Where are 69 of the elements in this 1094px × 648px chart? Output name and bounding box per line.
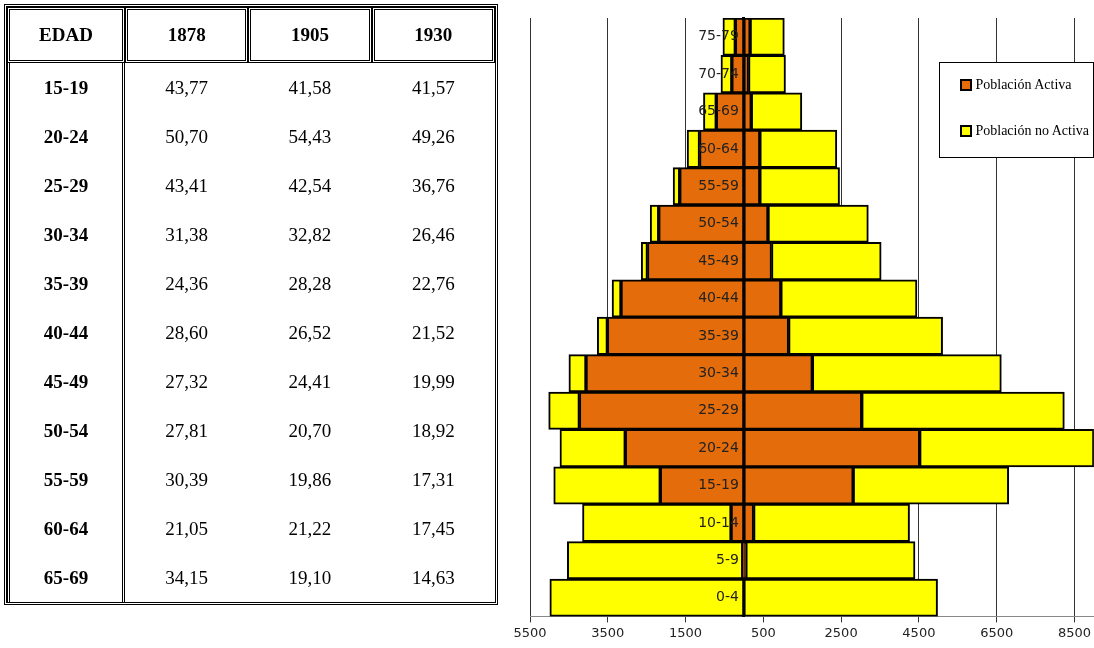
data-label: 18,92 [371,406,495,455]
x-tick-label: 5500 [513,624,547,640]
data-label: 30,39 [125,455,249,504]
legend-label: Población no Activa [975,123,1089,139]
data-label: 17,45 [371,504,495,553]
y-tick-label: 30-34 [7,210,125,259]
data-label: 31,38 [125,210,249,259]
data-label: 19,10 [248,553,372,602]
y-tick-label: 50-54 [698,214,739,231]
data-label: 22,76 [371,259,495,308]
data-label: 20,70 [248,406,372,455]
x-tick-label: 4500 [902,624,936,640]
data-label: 19,99 [371,357,495,406]
data-label: 32,82 [248,210,372,259]
y-tick-label: 15-19 [698,476,739,493]
x-tick-label: 1905 [248,7,372,63]
y-tick-label: 30-34 [698,363,739,380]
data-label: 24,36 [125,259,249,308]
x-tick-label: 6500 [980,624,1014,640]
x-tick-label: 2500 [824,624,858,640]
y-tick-label: 20-24 [698,438,739,455]
y-tick-label: 55-59 [698,176,739,193]
y-tick-label: 35-39 [7,259,125,308]
data-label: 26,46 [371,210,495,259]
data-label: 19,86 [248,455,372,504]
y-tick-label: 35-39 [698,326,739,343]
y-tick-label: 0-4 [716,588,739,605]
y-axis-title: EDAD [7,7,125,63]
x-tick-label: 1878 [125,7,249,63]
y-tick-label: 65-69 [7,553,125,602]
data-label: 24,41 [248,357,372,406]
x-tick-label: 8500 [1057,624,1091,640]
y-tick-label: 20-24 [7,112,125,161]
x-tick-label: 3500 [591,624,625,640]
data-label: 41,58 [248,63,372,112]
data-label: 27,81 [125,406,249,455]
data-label: 54,43 [248,112,372,161]
data-label: 28,60 [125,308,249,357]
data-label: 50,70 [125,112,249,161]
data-label: 42,54 [248,161,372,210]
x-tick-label: 1930 [371,7,495,63]
legend-label: Población Activa [975,77,1072,93]
data-label: 26,52 [248,308,372,357]
y-tick-label: 45-49 [7,357,125,406]
data-label: 28,28 [248,259,372,308]
data-label: 21,52 [371,308,495,357]
data-label: 49,26 [371,112,495,161]
data-label: 36,76 [371,161,495,210]
y-tick-label: 15-19 [7,63,125,112]
data-label: 14,63 [371,553,495,602]
data-label: 27,32 [125,357,249,406]
x-tick-label: 500 [750,624,776,640]
data-label: 43,41 [125,161,249,210]
y-tick-label: 55-59 [7,455,125,504]
y-tick-label: 45-49 [698,251,739,268]
data-label: 43,77 [125,63,249,112]
y-tick-label: 5-9 [716,550,739,567]
y-tick-label: 40-44 [698,289,739,306]
y-tick-label: 25-29 [698,401,739,418]
x-tick-label: 1500 [669,624,703,640]
data-label: 41,57 [371,63,495,112]
y-tick-label: 40-44 [7,308,125,357]
y-tick-label: 50-54 [7,406,125,455]
data-label: 21,22 [248,504,372,553]
data-label: 21,05 [125,504,249,553]
data-label: 17,31 [371,455,495,504]
y-tick-label: 60-64 [7,504,125,553]
data-label: 34,15 [125,553,249,602]
y-tick-label: 25-29 [7,161,125,210]
